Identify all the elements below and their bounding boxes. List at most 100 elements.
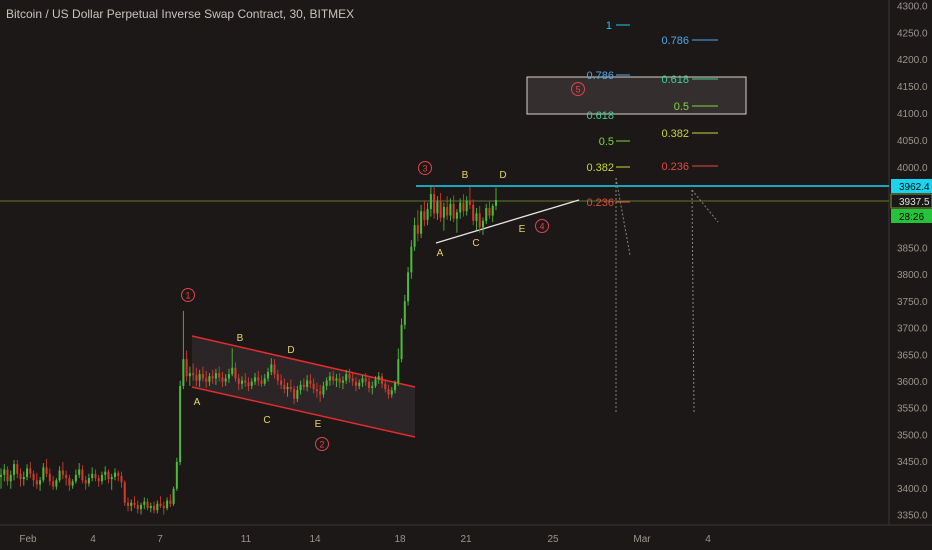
- x-tick-label: 21: [460, 534, 472, 545]
- candle: [52, 481, 55, 487]
- candle: [120, 475, 123, 483]
- projection-paths: [615, 177, 719, 413]
- candle: [442, 206, 445, 218]
- wave-letter-a: A: [437, 248, 444, 259]
- candle: [491, 205, 494, 216]
- candle: [459, 202, 462, 213]
- candle: [117, 472, 120, 476]
- wave-letter-c: C: [263, 415, 270, 426]
- fib-level: 0.5: [599, 136, 630, 148]
- candle: [19, 473, 22, 480]
- candle: [312, 383, 315, 390]
- wave-number-circle: [571, 82, 585, 96]
- wave-letter-d: D: [499, 170, 506, 181]
- wave-letter-b: B: [462, 170, 469, 181]
- candle: [94, 473, 97, 479]
- candle: [175, 461, 178, 489]
- candle: [260, 380, 263, 384]
- y-tick-label: 4000.0: [897, 163, 928, 174]
- candle: [188, 373, 191, 377]
- candle: [302, 384, 305, 387]
- fib-level: 0.236: [661, 161, 718, 173]
- candle: [166, 500, 169, 509]
- wave-letters-channel: A B C D E: [194, 333, 322, 430]
- candle: [257, 377, 260, 381]
- candle: [446, 206, 449, 216]
- candle: [127, 502, 130, 506]
- candle: [169, 500, 172, 504]
- candle: [211, 376, 214, 379]
- candle: [22, 476, 25, 480]
- candle: [182, 359, 185, 386]
- wave-number-circle: [535, 219, 549, 233]
- candle: [341, 380, 344, 383]
- candle: [45, 467, 48, 474]
- candle: [319, 391, 322, 395]
- candle: [205, 378, 208, 382]
- price-tag-bg: [891, 179, 932, 193]
- candle: [439, 201, 442, 218]
- projection-path: [691, 189, 695, 413]
- candle: [221, 377, 224, 382]
- candle: [68, 478, 71, 486]
- candle: [400, 324, 403, 360]
- fib-levels-left: 1 0.786 0.618 0.5 0.382 0.236: [586, 20, 630, 209]
- fib-label: 0.382: [661, 128, 689, 140]
- candle: [299, 384, 302, 391]
- y-tick-label: 3600.0: [897, 377, 928, 388]
- candle: [367, 381, 370, 389]
- candle: [280, 380, 283, 385]
- candle: [39, 480, 42, 485]
- candle: [358, 382, 361, 386]
- candle: [283, 384, 286, 390]
- candle: [58, 470, 61, 481]
- fib-level: 0.382: [661, 128, 718, 140]
- candle: [296, 390, 299, 399]
- wave-numbers: 1 2 3 4 5: [181, 82, 585, 451]
- fib-level: 0.786: [586, 70, 630, 82]
- candle: [185, 359, 188, 377]
- candle: [452, 203, 455, 219]
- candle: [110, 476, 113, 480]
- y-tick-label: 4050.0: [897, 136, 928, 147]
- wave-number-circle: [181, 288, 195, 302]
- candle: [273, 364, 276, 375]
- candle: [403, 301, 406, 325]
- candle: [407, 272, 410, 302]
- candle: [390, 390, 393, 395]
- fib-level: 0.5: [674, 101, 718, 113]
- wave-number-circle: [418, 161, 432, 175]
- candle: [201, 374, 204, 379]
- candle: [315, 389, 318, 392]
- candle: [423, 211, 426, 220]
- y-tick-label: 4150.0: [897, 82, 928, 93]
- projection-path: [615, 177, 631, 256]
- candle: [26, 468, 29, 477]
- candle: [351, 378, 354, 382]
- candle: [107, 471, 110, 480]
- fib-levels-right: 0.786 0.618 0.5 0.382 0.236: [661, 35, 718, 173]
- x-tick-label: 14: [309, 534, 321, 545]
- y-tick-label: 3650.0: [897, 351, 928, 362]
- fib-label: 0.382: [586, 162, 614, 174]
- candles: [0, 185, 498, 515]
- candle: [123, 482, 126, 503]
- wave-letter-c: C: [472, 238, 479, 249]
- candle: [32, 473, 35, 481]
- candle: [143, 501, 146, 505]
- candle: [410, 246, 413, 273]
- fib-label: 1: [606, 20, 612, 32]
- candle: [250, 381, 253, 386]
- x-tick-label: Mar: [633, 534, 651, 545]
- y-tick-label: 4200.0: [897, 55, 928, 66]
- candle: [371, 385, 374, 389]
- candle: [48, 473, 51, 482]
- candle: [42, 467, 45, 481]
- candle: [416, 225, 419, 234]
- x-tick-label: 4: [705, 534, 711, 545]
- y-tick-label: 3500.0: [897, 431, 928, 442]
- y-tick-label: 3800.0: [897, 270, 928, 281]
- fib-level: 0.618: [586, 110, 614, 122]
- candle: [348, 374, 351, 379]
